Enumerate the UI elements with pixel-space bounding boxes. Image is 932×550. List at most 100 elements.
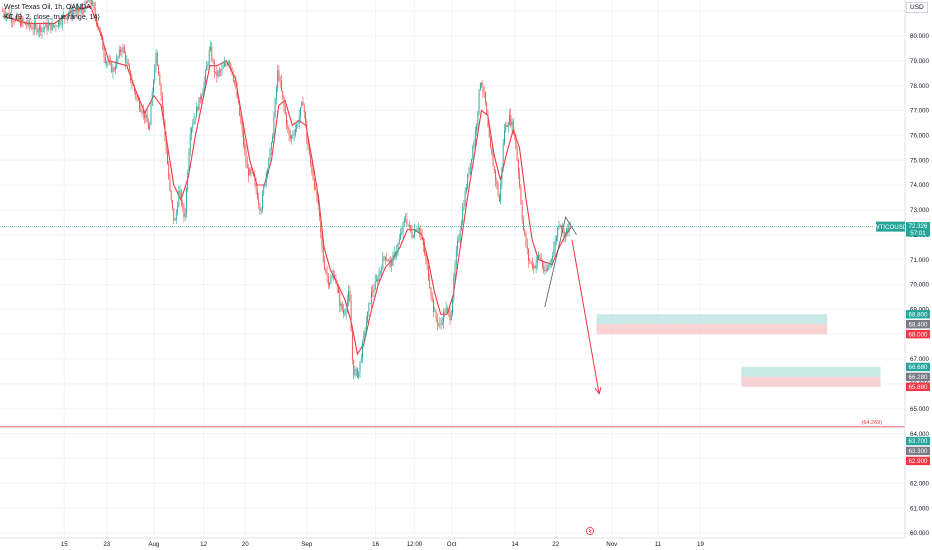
lower-zone-tp-tag-text: 66.680 (909, 364, 928, 371)
candle-body (345, 309, 347, 314)
candle-body (260, 209, 262, 211)
candle-body (444, 311, 446, 313)
candle-body (84, 1, 86, 12)
candle-body (2, 11, 4, 12)
candle-body (382, 257, 384, 270)
candle-body (46, 23, 48, 30)
candle-body (429, 279, 431, 288)
candle-body (407, 224, 409, 226)
candle-body (297, 123, 299, 125)
candle-body (58, 21, 59, 27)
candle-body (249, 169, 251, 176)
candle-body (25, 22, 26, 25)
candle-body (18, 19, 20, 21)
candle-body (168, 163, 170, 179)
candle-body (369, 303, 371, 304)
candle-body (251, 172, 253, 173)
time-tick-20: 20 (242, 541, 249, 548)
candle-body (482, 86, 484, 92)
time-axis[interactable]: 15 23 Aug 12 20 Sep 16 12:00 Oct 14 22 Nov 11 19 (0, 527, 905, 550)
candle-body (306, 122, 308, 141)
candle-body (12, 20, 14, 22)
candle-body (11, 15, 13, 21)
candle-body (420, 230, 422, 236)
indicator-legend[interactable]: KC (9, 2, close, true range, 14) (4, 14, 100, 21)
symbol-name-text: WTICOUSD (874, 224, 908, 231)
candle-body (97, 23, 99, 27)
candle-body (108, 61, 110, 63)
candle-body (230, 63, 232, 68)
candle-body (236, 86, 238, 98)
candle-body (507, 124, 509, 128)
candle-body (49, 23, 51, 26)
trade-zones[interactable] (596, 314, 881, 387)
upper-zone-sl-tag-text: 68.000 (909, 331, 928, 338)
candle-body (307, 140, 309, 150)
candle-body (169, 178, 171, 191)
candle-body (384, 256, 386, 260)
candle-body (170, 190, 172, 201)
candle-body (486, 102, 488, 114)
price-tick-label: 62.000 (910, 480, 929, 487)
candle-body (30, 25, 32, 27)
symbol-legend[interactable]: West Texas Oil, 1h, OANDA (4, 4, 91, 11)
candle-body (316, 188, 318, 201)
candle-body (154, 65, 156, 81)
candle-body (161, 95, 163, 109)
price-tick-label: 80.000 (910, 33, 929, 40)
candle-body (144, 110, 146, 118)
candle-body (509, 114, 510, 125)
candle-body (44, 27, 45, 29)
drawings[interactable] (544, 216, 602, 395)
candle-body (163, 108, 165, 121)
candle-body (555, 237, 557, 241)
candle-body (286, 114, 287, 126)
currency-label[interactable]: USD (906, 2, 928, 13)
candle-body (463, 205, 465, 209)
time-axis-bg (0, 538, 905, 550)
candle-body (415, 230, 417, 232)
candle-body (270, 142, 272, 150)
candle-body (104, 56, 106, 63)
candle-body (402, 222, 404, 233)
candle-body (319, 203, 320, 217)
candle-body (32, 28, 34, 30)
candle-body (55, 25, 57, 27)
price-tag-neutral (906, 446, 930, 456)
lower-zone-sl-tag-text: 65.880 (909, 384, 928, 391)
price-tick-label: 76.000 (910, 132, 929, 139)
candle-body (218, 70, 220, 72)
candle-body (568, 222, 570, 233)
candle-body (47, 25, 49, 30)
candle-body (193, 118, 195, 125)
candle-body (79, 10, 81, 13)
candle-body (397, 244, 399, 251)
candle-body (330, 277, 332, 283)
price-series (2, 0, 571, 380)
time-tick-Nov: Nov (606, 541, 618, 548)
price-tick-label: 70.000 (910, 282, 929, 289)
candle-body (468, 173, 470, 175)
candle-body (141, 111, 143, 114)
candle-body (419, 228, 421, 231)
candle-body (13, 20, 15, 22)
candle-body (357, 368, 358, 378)
candle-body (471, 158, 472, 164)
candle-body (225, 63, 227, 65)
lower-zone-loss (741, 376, 881, 387)
candle-body (172, 200, 173, 209)
candle-body (478, 89, 480, 112)
candle-body (353, 359, 355, 376)
candle-body (349, 291, 351, 302)
time-tick-Sep: Sep (301, 541, 313, 548)
candle-body (240, 115, 242, 124)
arrow-head-icon (594, 386, 602, 395)
candle-body (561, 225, 562, 230)
candle-body (254, 175, 256, 182)
candle-body (528, 249, 529, 261)
candle-body (395, 252, 396, 256)
candle-body (400, 233, 402, 240)
lower-zone-tp-tag (906, 362, 930, 372)
price-tag-sl (906, 456, 930, 466)
